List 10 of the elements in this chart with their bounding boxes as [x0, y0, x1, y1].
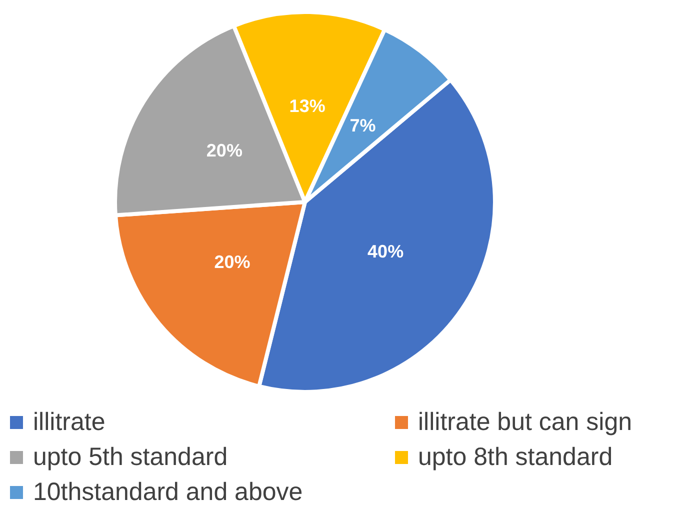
data-label: 7%: [350, 116, 376, 136]
legend-label: illitrate but can sign: [418, 408, 632, 437]
data-label: 40%: [368, 241, 404, 262]
legend-label: 10thstandard and above: [33, 478, 303, 507]
legend-label: illitrate: [33, 408, 106, 437]
legend-label: upto 5th standard: [33, 443, 228, 472]
legend-label: upto 8th standard: [418, 443, 613, 472]
data-label: 20%: [214, 252, 250, 272]
data-label: 13%: [289, 96, 326, 116]
data-label: 20%: [206, 140, 242, 161]
